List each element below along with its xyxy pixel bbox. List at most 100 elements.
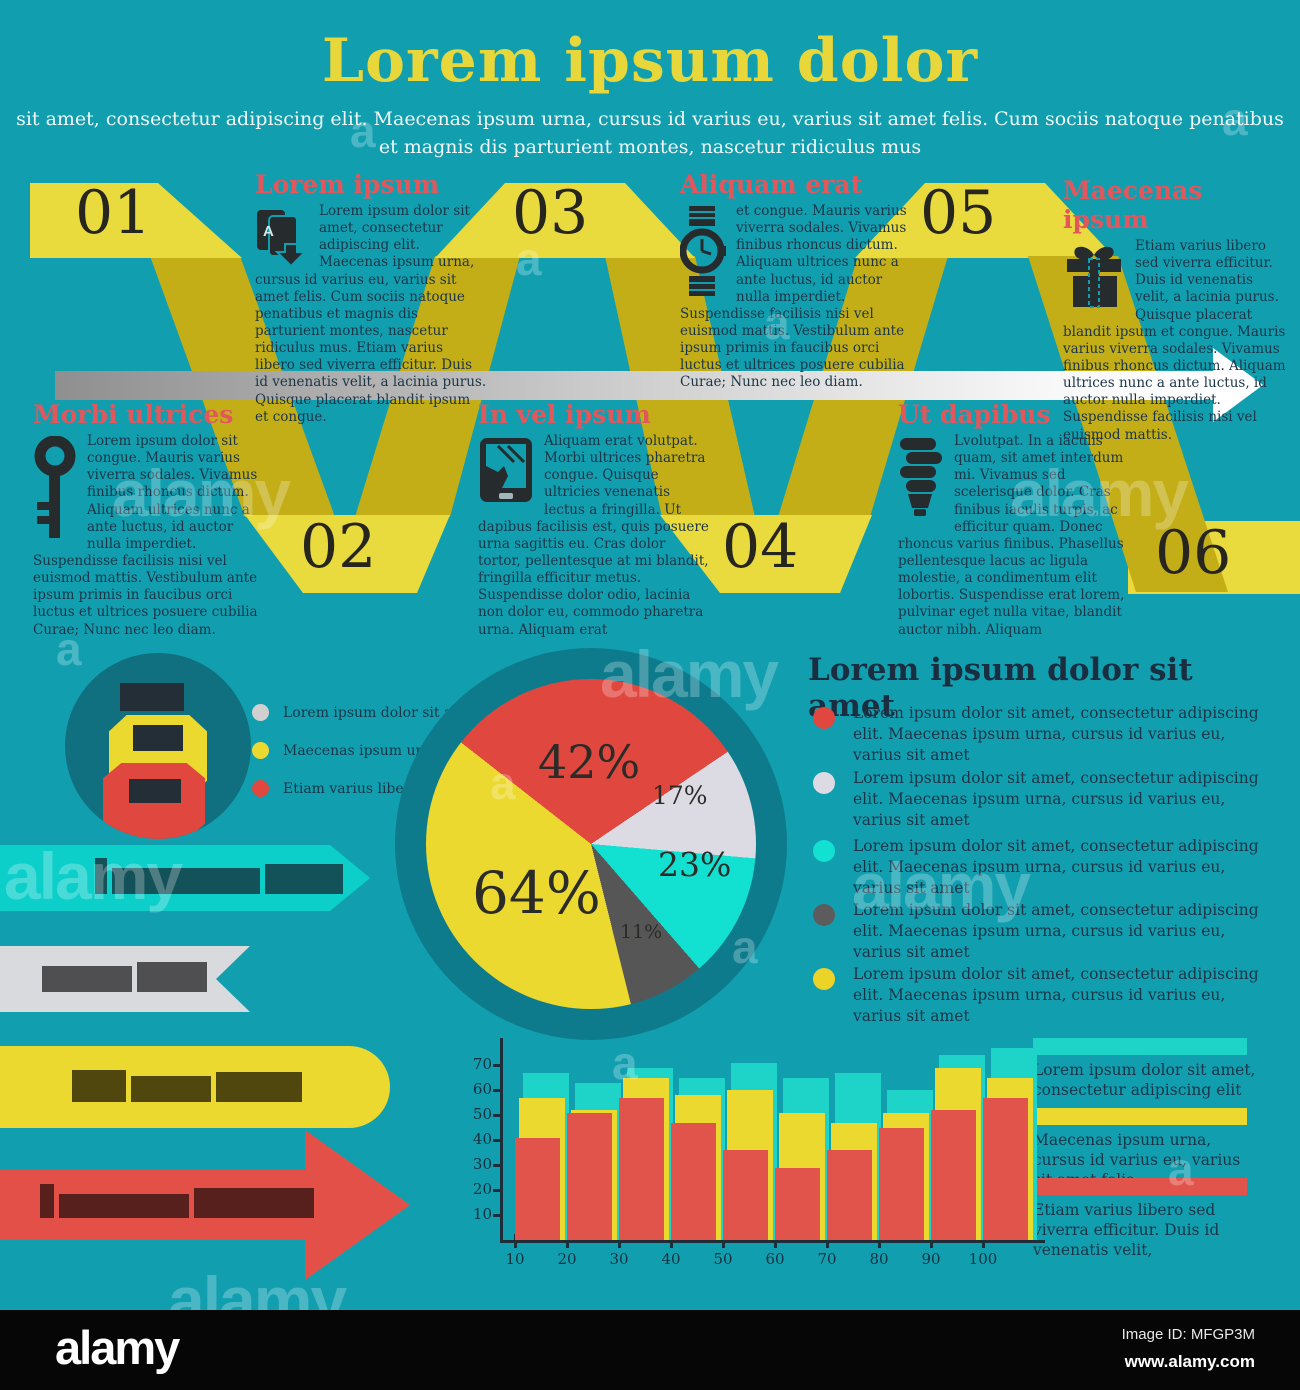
section-text: Lvolutpat. In a iaculis quam, sit amet i…	[898, 433, 1125, 638]
timeline-section-morbi-ultrices: Morbi ultrices Lorem ipsum dolor sit con…	[33, 400, 265, 639]
page-subtitle-line1: sit amet, consectetur adipiscing elit. M…	[16, 108, 1284, 130]
alamy-url[interactable]: www.alamy.com	[1124, 1352, 1255, 1371]
legend-bar	[1033, 1178, 1247, 1195]
y-tick-mark	[493, 1114, 503, 1117]
x-tick-label: 50	[713, 1250, 733, 1268]
section-text: Aliquam erat volutpat. Morbi ultrices ph…	[478, 433, 709, 638]
y-tick-mark	[493, 1189, 503, 1192]
section-title: Maecenas ipsum	[1063, 176, 1203, 234]
step-number-02: 02	[300, 512, 377, 582]
x-tick-label: 90	[921, 1250, 941, 1268]
step-number-03: 03	[512, 178, 589, 248]
bar-red	[879, 1127, 924, 1240]
section-title: Aliquam erat	[680, 170, 863, 199]
timeline-section-ut-dapibus: Ut dapibus Lvolutpat. In a iaculis quam,…	[898, 400, 1136, 639]
bar-red	[983, 1097, 1028, 1240]
x-tick-label: 80	[869, 1250, 889, 1268]
pie-label-11: 11%	[620, 921, 663, 943]
x-tick-mark	[670, 1234, 673, 1248]
mini-legend-item: Lorem ipsum dolor sit amet	[252, 704, 480, 721]
pie-label-17: 17%	[652, 781, 708, 810]
section-text: Etiam varius libero sed viverra efficitu…	[1063, 238, 1286, 443]
legend-dot	[252, 780, 269, 797]
section-title: Lorem ipsum	[255, 170, 440, 199]
section-text: Lorem ipsum dolor sit amet, consectetur …	[255, 203, 487, 425]
x-tick-label: 40	[661, 1250, 681, 1268]
bullet-dot	[813, 904, 835, 926]
timeline-section-maecenas-ipsum: Maecenas ipsum Etiam varius libero sed v…	[1063, 176, 1291, 444]
bullet-text: Lorem ipsum dolor sit amet, consectetur …	[853, 837, 1259, 897]
y-tick-label: 40	[472, 1130, 492, 1148]
timeline-section-aliquam-erat: Aliquam erat et congue. Mauris varius vi…	[680, 170, 912, 392]
y-tick-mark	[493, 1089, 503, 1092]
page-subtitle-line2: et magnis dis parturient montes, nascetu…	[378, 136, 922, 158]
svg-text:A: A	[263, 223, 274, 240]
x-axis	[500, 1240, 1045, 1243]
bullet-item: Lorem ipsum dolor sit amet, consectetur …	[813, 703, 1265, 766]
pixel-block	[129, 779, 181, 803]
right-panel-title: Lorem ipsum dolor sit amet	[808, 652, 1193, 724]
bullet-dot	[813, 772, 835, 794]
bar-chart: 10 20 30 40 50 60 70 10 20 30 40 50 60 70 80 90 100	[470, 1030, 1050, 1280]
y-tick-label: 50	[472, 1105, 492, 1123]
pie-label-23: 23%	[658, 845, 732, 884]
key-icon	[34, 436, 76, 538]
bullet-text: Lorem ipsum dolor sit amet, consectetur …	[853, 965, 1259, 1025]
step-number-04: 04	[722, 512, 799, 582]
step-number-01: 01	[75, 178, 152, 248]
pie-label-42: 42%	[538, 735, 641, 789]
legend-text: Etiam varius libero sed viverra efficitu…	[1033, 1201, 1220, 1260]
bar-red	[723, 1150, 768, 1240]
image-id: Image ID: MFGP3M	[1121, 1326, 1255, 1343]
y-tick-label: 70	[472, 1055, 492, 1073]
mini-legend-item: Maecenas ipsum urna	[252, 742, 440, 759]
x-tick-mark	[514, 1234, 517, 1248]
pie-chart: 42% 17% 23% 11% 64%	[426, 679, 756, 1009]
gift-icon	[1067, 246, 1121, 308]
bullet-text: Lorem ipsum dolor sit amet, consectetur …	[853, 769, 1259, 829]
bullet-text: Lorem ipsum dolor sit amet, consectetur …	[853, 704, 1259, 764]
y-tick-label: 30	[472, 1155, 492, 1173]
y-tick-label: 10	[472, 1205, 492, 1223]
x-tick-label: 60	[765, 1250, 785, 1268]
pixel-text	[42, 962, 207, 992]
x-tick-label: 20	[557, 1250, 577, 1268]
bullet-item: Lorem ipsum dolor sit amet, consectetur …	[813, 768, 1265, 831]
step-number-05: 05	[920, 178, 997, 248]
bullet-dot	[813, 840, 835, 862]
pixel-text	[72, 1070, 302, 1102]
watch-icon	[680, 206, 726, 296]
bullet-item: Lorem ipsum dolor sit amet, consectetur …	[813, 900, 1265, 963]
section-text: Lorem ipsum dolor sit congue. Mauris var…	[33, 433, 258, 638]
bullet-item: Lorem ipsum dolor sit amet, consectetur …	[813, 836, 1265, 899]
timeline-arrow-body	[55, 371, 1215, 400]
x-tick-label: 30	[609, 1250, 629, 1268]
bar-red	[567, 1112, 612, 1240]
bullet-item: Lorem ipsum dolor sit amet, consectetur …	[813, 964, 1265, 1027]
y-tick-mark	[493, 1214, 503, 1217]
tablet-icon	[480, 438, 532, 502]
bullet-dot	[813, 707, 835, 729]
bar-red	[827, 1150, 872, 1240]
x-tick-mark	[722, 1234, 725, 1248]
x-tick-label: 100	[968, 1250, 998, 1268]
x-tick-mark	[774, 1234, 777, 1248]
bulb-icon	[900, 438, 942, 516]
timeline-arrow-head-icon	[1213, 348, 1263, 422]
legend-label: Maecenas ipsum urna	[283, 742, 440, 759]
pixel-block	[120, 683, 184, 711]
step-number-06: 06	[1155, 518, 1232, 588]
x-tick-mark	[618, 1234, 621, 1248]
pie-label-64: 64%	[472, 859, 601, 927]
x-tick-mark	[878, 1234, 881, 1248]
pixel-block	[133, 725, 183, 751]
legend-bar	[1033, 1038, 1247, 1055]
x-tick-label: 10	[505, 1250, 525, 1268]
bullet-text: Lorem ipsum dolor sit amet, consectetur …	[853, 901, 1259, 961]
section-text: et congue. Mauris varius viverra sodales…	[680, 203, 907, 391]
bar-red	[931, 1110, 976, 1240]
legend-label: Lorem ipsum dolor sit amet	[283, 704, 480, 721]
section-title: Morbi ultrices	[33, 400, 234, 429]
x-tick-mark	[930, 1234, 933, 1248]
